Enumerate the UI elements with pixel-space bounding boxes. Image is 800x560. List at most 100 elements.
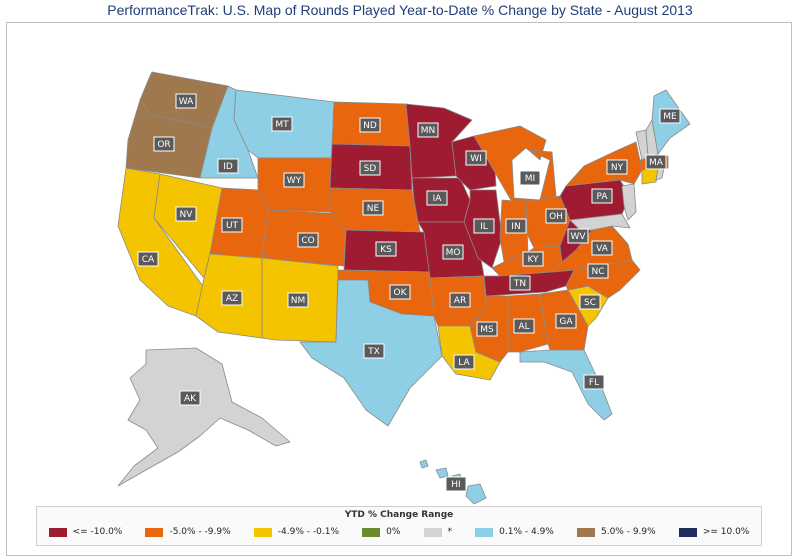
legend-item-p5_p99: 5.0% - 9.9% [576, 527, 656, 537]
legend-swatch [145, 527, 164, 537]
legend-label: -5.0% - -9.9% [169, 527, 231, 537]
svg-text:AR: AR [454, 296, 466, 306]
legend-title: YTD % Change Range [344, 510, 454, 520]
svg-text:GA: GA [559, 317, 573, 327]
legend-item-m5_m9: -5.0% - -9.9% [145, 527, 231, 537]
state-label-wi: WI [465, 150, 487, 166]
state-ny[interactable] [565, 141, 643, 187]
state-label-ma: MA [645, 154, 667, 170]
legend: YTD % Change Range <= -10.0% -5.0% - -9.9… [36, 506, 762, 546]
legend-item-na: * [423, 527, 452, 537]
legend-label: -4.9% - -0.1% [277, 527, 339, 537]
state-label-sc: SC [579, 294, 601, 310]
state-label-wv: WV [567, 228, 589, 244]
state-label-tx: TX [363, 343, 385, 359]
svg-text:WI: WI [470, 154, 482, 164]
state-hi[interactable] [419, 459, 487, 505]
svg-text:CA: CA [142, 255, 155, 265]
legend-item-le_m10: <= -10.0% [48, 527, 123, 537]
state-label-la: LA [453, 354, 475, 370]
state-ak[interactable] [117, 347, 291, 487]
legend-label: 0.1% - 4.9% [499, 527, 554, 537]
state-label-id: ID [217, 158, 239, 174]
svg-text:LA: LA [458, 358, 470, 368]
state-label-ga: GA [555, 313, 577, 329]
svg-text:MT: MT [275, 120, 289, 130]
svg-text:MO: MO [446, 248, 461, 258]
svg-text:OK: OK [394, 288, 408, 298]
state-labels: WA OR ID MT CA NV UT AZ WY CO NM ND SD NE KS OK TX MN IA MO… [137, 93, 681, 492]
legend-label: 5.0% - 9.9% [600, 527, 656, 537]
legend-label: >= 10.0% [702, 527, 750, 537]
state-label-ne: NE [362, 200, 384, 216]
state-nj[interactable] [621, 183, 637, 221]
svg-text:CO: CO [301, 236, 314, 246]
state-ct[interactable] [641, 167, 659, 185]
state-label-ar: AR [449, 292, 471, 308]
svg-text:MS: MS [480, 325, 494, 335]
svg-text:AK: AK [184, 394, 197, 404]
svg-text:IN: IN [511, 222, 520, 232]
state-label-mo: MO [442, 244, 464, 260]
state-label-sd: SD [359, 160, 381, 176]
legend-label: 0% [386, 527, 401, 537]
svg-text:TN: TN [513, 279, 526, 289]
svg-text:WV: WV [570, 232, 586, 242]
svg-text:KS: KS [380, 245, 392, 255]
svg-text:HI: HI [451, 480, 460, 490]
svg-text:SC: SC [584, 298, 596, 308]
svg-text:SD: SD [364, 164, 377, 174]
legend-item-ge_p10: >= 10.0% [678, 527, 750, 537]
state-label-nc: NC [587, 263, 609, 279]
state-label-az: AZ [221, 290, 243, 306]
map-title: PerformanceTrak: U.S. Map of Rounds Play… [107, 2, 693, 18]
svg-text:FL: FL [589, 378, 599, 388]
svg-text:IA: IA [433, 194, 443, 204]
legend-item-m49_m01: -4.9% - -0.1% [253, 527, 339, 537]
state-label-ca: CA [137, 251, 159, 267]
state-label-wy: WY [283, 172, 305, 188]
legend-swatch [253, 527, 272, 537]
state-label-me: ME [659, 108, 681, 124]
legend-item-p01_p49: 0.1% - 4.9% [475, 527, 554, 537]
state-label-pa: PA [591, 188, 613, 204]
legend-label: <= -10.0% [72, 527, 123, 537]
svg-text:NE: NE [367, 204, 380, 214]
svg-text:ME: ME [663, 112, 677, 122]
svg-text:ID: ID [223, 162, 233, 172]
state-label-ky: KY [522, 251, 544, 267]
state-label-ms: MS [476, 321, 498, 337]
svg-text:ND: ND [363, 121, 377, 131]
svg-text:WA: WA [179, 97, 194, 107]
svg-text:IL: IL [480, 222, 488, 232]
legend-items: <= -10.0% -5.0% - -9.9% -4.9% - -0.1% 0% * 0.… [37, 527, 761, 537]
state-label-oh: OH [545, 208, 567, 224]
svg-text:TX: TX [367, 347, 380, 357]
svg-text:KY: KY [527, 255, 539, 265]
state-label-ks: KS [375, 241, 397, 257]
state-label-fl: FL [583, 374, 605, 390]
svg-text:NV: NV [180, 210, 194, 220]
state-label-il: IL [473, 218, 495, 234]
legend-swatch [576, 527, 595, 537]
state-label-nv: NV [175, 206, 197, 222]
svg-text:VA: VA [596, 244, 609, 254]
state-fl[interactable] [519, 349, 613, 421]
svg-text:NC: NC [591, 267, 604, 277]
svg-text:MA: MA [649, 158, 664, 168]
legend-swatch [475, 527, 494, 537]
legend-swatch [423, 527, 442, 537]
legend-swatch [362, 527, 381, 537]
state-label-mt: MT [271, 116, 293, 132]
state-label-mi: MI [519, 170, 541, 186]
state-label-in: IN [505, 218, 527, 234]
state-label-nm: NM [287, 292, 309, 308]
svg-text:NM: NM [291, 296, 306, 306]
state-label-hi: HI [445, 476, 467, 492]
svg-text:AL: AL [518, 322, 529, 332]
svg-text:PA: PA [596, 192, 608, 202]
state-label-ia: IA [426, 190, 448, 206]
svg-text:MI: MI [525, 174, 535, 184]
state-label-ny: NY [606, 159, 628, 175]
